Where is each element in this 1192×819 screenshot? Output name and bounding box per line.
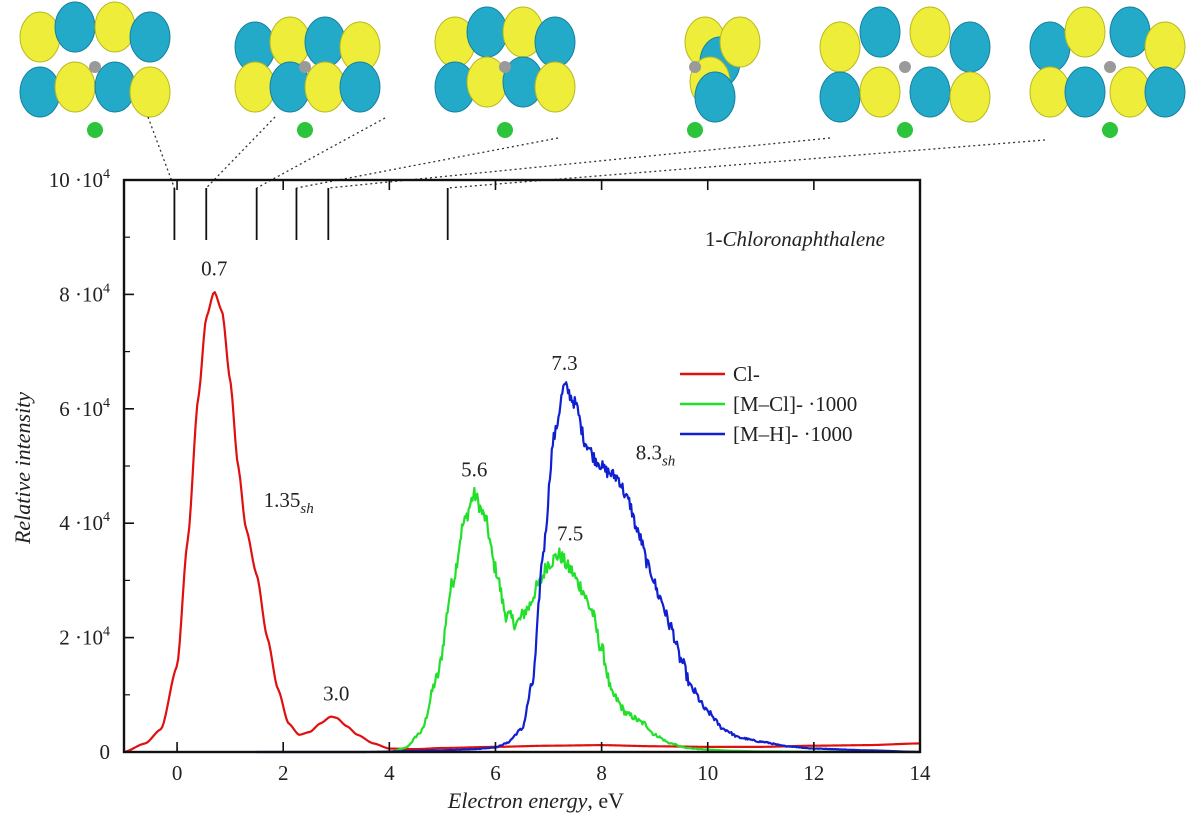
y-tick-label-3: 6 ·104	[59, 396, 110, 421]
orbital-lobe	[339, 61, 381, 113]
carbon-atom	[499, 61, 511, 73]
y-tick-label-5: 10 ·104	[49, 167, 110, 192]
orbital-lobe	[19, 11, 61, 63]
x-tick-label-2: 4	[384, 761, 395, 785]
peak-label-0: 0.7	[201, 257, 227, 281]
orbital-lobe	[859, 6, 901, 58]
legend-label-1: [M–Cl]- ·1000	[733, 392, 857, 416]
x-axis-title: Electron energy, eV	[447, 788, 624, 813]
orbital-lobe	[304, 16, 346, 68]
peak-label-4: 7.3	[551, 351, 577, 375]
orbital-lobe	[1029, 21, 1071, 73]
orbital-panel-2	[434, 6, 576, 138]
orbital-lobe	[234, 61, 276, 113]
peak-label-1: 1.35sh	[264, 488, 314, 517]
carbon-atom	[1104, 61, 1116, 73]
orbital-lobe	[129, 11, 171, 63]
orbital-lobe	[719, 16, 761, 68]
chlorine-atom	[897, 122, 913, 138]
series-line-0	[123, 291, 921, 754]
orbital-lobe	[54, 1, 96, 53]
orbital-panel-5	[1029, 6, 1186, 138]
orbital-lobe	[19, 66, 61, 118]
orbital-panel-1	[234, 16, 381, 138]
chlorine-atom	[687, 122, 703, 138]
orbital-lobe	[819, 21, 861, 73]
orbital-lobe	[1144, 66, 1186, 118]
x-tick-label-7: 14	[910, 761, 932, 785]
orbital-connector-0	[147, 116, 176, 189]
orbital-illustrations	[19, 1, 1186, 138]
labels-layer: 0.7 1.35sh 3.0 5.6 7.3 7.5 8.3sh	[201, 257, 675, 706]
orbital-lobe	[129, 66, 171, 118]
ticks-layer: 0 2 4 6 8 10 12 14 0 2 ·104 4 ·104 6 ·104 8 ·104 10 ·…	[49, 167, 931, 785]
orbital-connector-1	[205, 116, 276, 189]
y-tick-label-0: 0	[100, 740, 111, 764]
series-line-1	[389, 486, 920, 754]
orbital-lobe	[909, 6, 951, 58]
orbital-lobe	[949, 21, 991, 73]
peak-label-3: 5.6	[461, 458, 487, 482]
compound-label: 1-Chloronaphthalene	[705, 227, 885, 251]
orbital-lobe	[534, 61, 576, 113]
orbital-panel-4	[819, 6, 991, 138]
y-tick-label-2: 4 ·104	[59, 510, 110, 535]
orbital-connector-2	[256, 117, 386, 189]
x-tick-label-4: 8	[596, 761, 607, 785]
orbital-lobe	[534, 16, 576, 68]
orbital-lobe	[1109, 6, 1151, 58]
series-layer	[123, 291, 921, 754]
carbon-atom	[89, 61, 101, 73]
orbital-lobe	[859, 66, 901, 118]
legend: Cl- [M–Cl]- ·1000 [M–H]- ·1000	[680, 362, 857, 446]
plot-frame	[122, 178, 922, 754]
orbital-lobe	[1029, 66, 1071, 118]
orbital-panel-0	[19, 1, 171, 138]
orbital-lobe	[466, 6, 508, 58]
orbital-lobe	[1064, 66, 1106, 118]
orbital-lobe	[269, 16, 311, 68]
orbital-lobe	[94, 1, 136, 53]
orbital-lobe	[694, 71, 736, 123]
orbital-lobe	[304, 61, 346, 113]
orbital-lobe	[819, 71, 861, 123]
orbital-lobe	[949, 71, 991, 123]
x-tick-label-6: 12	[803, 761, 824, 785]
plot-border	[122, 178, 922, 754]
peak-label-2: 3.0	[323, 682, 349, 706]
x-tick-label-1: 2	[278, 761, 289, 785]
orbital-lobe	[1064, 6, 1106, 58]
y-axis-title: Relative intensity	[10, 392, 35, 545]
y-tick-label-1: 2 ·104	[59, 625, 110, 650]
orbital-lobe	[54, 61, 96, 113]
carbon-atom	[899, 61, 911, 73]
chlorine-atom	[87, 122, 103, 138]
peak-label-6: 8.3sh	[636, 440, 676, 469]
orbital-lobe	[94, 61, 136, 113]
y-tick-label-4: 8 ·104	[59, 281, 110, 306]
chlorine-atom	[497, 122, 513, 138]
orbital-panel-3	[684, 16, 761, 138]
x-tick-label-5: 10	[697, 761, 718, 785]
orbital-lobe	[1109, 66, 1151, 118]
x-tick-label-3: 6	[490, 761, 501, 785]
chlorine-atom	[1102, 122, 1118, 138]
peak-label-5: 7.5	[557, 522, 583, 546]
x-tick-label-0: 0	[172, 761, 183, 785]
chlorine-atom	[297, 122, 313, 138]
legend-label-2: [M–H]- ·1000	[733, 422, 853, 446]
legend-label-0: Cl-	[733, 362, 760, 386]
orbital-lobe	[909, 66, 951, 118]
orbital-lobe	[1144, 21, 1186, 73]
carbon-atom	[299, 61, 311, 73]
carbon-atom	[689, 61, 701, 73]
